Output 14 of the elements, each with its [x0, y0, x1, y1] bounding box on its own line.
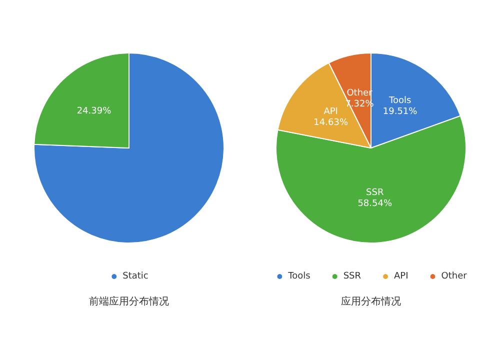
text: 应用分布情况 [341, 296, 401, 308]
data-label: 14.63% [314, 118, 348, 128]
data-label: 58.54% [358, 198, 392, 209]
slice-label: SSR [366, 188, 384, 198]
legend-label: Static [122, 272, 148, 282]
legend-label: Other [441, 272, 468, 282]
legend-label: SSR [343, 272, 362, 282]
legend-label: Tools [287, 272, 311, 282]
data-label: 24.39% [76, 106, 112, 117]
slice-label: Tools [388, 96, 412, 106]
slice-label: API [324, 106, 338, 117]
data-label: 19.51% [382, 107, 418, 118]
text: 前端应用分布情况 [89, 296, 169, 308]
legend-label: API [394, 272, 408, 282]
